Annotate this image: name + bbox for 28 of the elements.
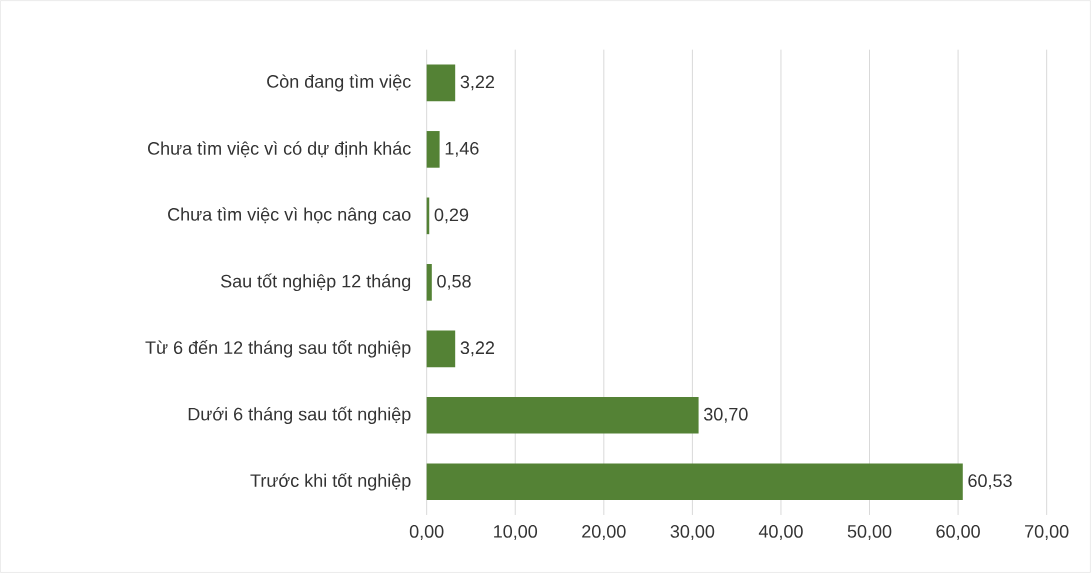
bar <box>426 263 432 301</box>
x-tick-label: 20,00 <box>582 525 626 540</box>
y-tick-label: Từ 6 đến 12 tháng sau tốt nghiệp <box>145 340 411 358</box>
y-tick-label: Trước khi tốt nghiệp <box>250 472 411 491</box>
x-tick-label: 40,00 <box>758 525 803 540</box>
data-label: 30,70 <box>703 407 748 423</box>
data-label: 0,58 <box>437 274 471 290</box>
x-tick-label: 10,00 <box>494 525 538 540</box>
x-tick-label: 60,00 <box>936 525 980 540</box>
x-tick-label: 30,00 <box>670 525 715 540</box>
y-tick-label: Dưới 6 tháng sau tốt nghiệp <box>188 406 411 425</box>
data-label: 3,22 <box>460 75 495 91</box>
bar <box>426 463 963 501</box>
data-label: 3,22 <box>460 341 495 357</box>
x-tick-label: 0,00 <box>409 525 444 540</box>
y-tick-label: Còn đang tìm việc <box>267 74 411 92</box>
y-tick-label: Sau tốt nghiệp 12 tháng <box>220 273 411 292</box>
bar <box>426 64 456 102</box>
data-label: 1,46 <box>445 141 479 157</box>
bar <box>426 131 440 168</box>
x-tick-label: 70,00 <box>1025 525 1069 540</box>
data-label: 60,53 <box>968 474 1012 490</box>
bar <box>426 396 699 434</box>
x-tick-label: 50,00 <box>847 525 892 540</box>
bar <box>426 330 456 368</box>
data-label: 0,29 <box>434 208 469 224</box>
y-tick-label: Chưa tìm việc vì học nâng cao <box>168 207 411 225</box>
y-tick-label: Chưa tìm việc vì có dự định khác <box>148 141 411 158</box>
